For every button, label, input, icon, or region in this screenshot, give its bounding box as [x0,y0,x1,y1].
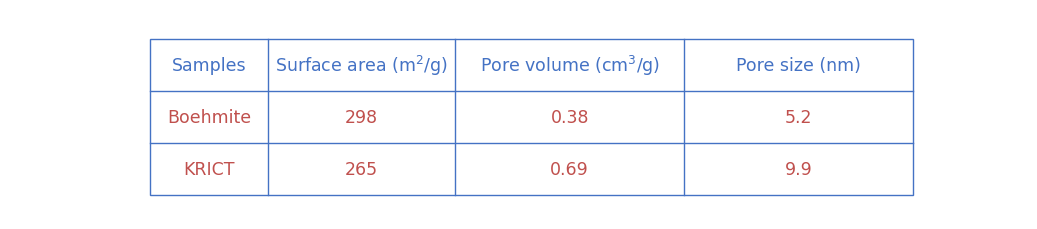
Text: Samples: Samples [171,57,246,75]
Text: Pore volume (cm$^3$/g): Pore volume (cm$^3$/g) [479,54,660,78]
Text: 265: 265 [345,160,379,178]
Text: 298: 298 [345,109,379,126]
Text: Pore size (nm): Pore size (nm) [736,57,861,75]
Text: Boehmite: Boehmite [167,109,251,126]
Text: 0.38: 0.38 [551,109,589,126]
Text: KRICT: KRICT [184,160,234,178]
Text: 9.9: 9.9 [785,160,813,178]
Text: 5.2: 5.2 [785,109,812,126]
Text: Surface area (m$^2$/g): Surface area (m$^2$/g) [275,54,448,78]
Text: 0.69: 0.69 [551,160,589,178]
Bar [149,40,914,195]
